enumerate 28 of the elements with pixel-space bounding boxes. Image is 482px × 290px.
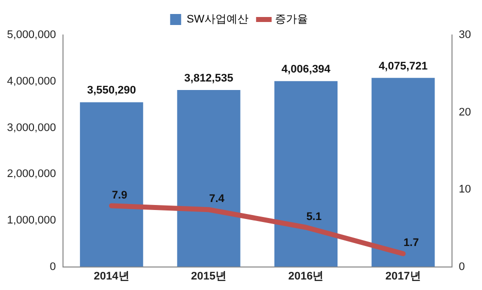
x-tick-label: 2017년 xyxy=(385,270,421,282)
x-tick-label: 2014년 xyxy=(94,270,130,282)
legend-label: SW사업예산 xyxy=(186,14,248,26)
y2-tick-label: 10 xyxy=(458,184,472,196)
y-tick-label: 4,000,000 xyxy=(7,75,56,88)
x-tick-label: 2016년 xyxy=(288,270,324,282)
bar xyxy=(177,90,240,267)
y-tick-label: 3,000,000 xyxy=(7,122,56,134)
y-tick-label: 0 xyxy=(50,260,56,273)
data-label: 4,006,394 xyxy=(281,64,332,76)
y-tick-label: 1,000,000 xyxy=(7,214,56,226)
y2-tick-label: 30 xyxy=(458,29,472,42)
bar xyxy=(80,102,144,267)
bar xyxy=(274,81,338,267)
y-tick-label: 5,000,000 xyxy=(7,29,56,42)
data-label: 1.7 xyxy=(404,237,419,250)
data-label: 3,550,290 xyxy=(87,84,136,97)
y-tick-label: 2,000,000 xyxy=(7,168,56,180)
data-label: 4,075,721 xyxy=(378,60,428,72)
y2-tick-label: 20 xyxy=(458,106,472,118)
data-label: 3,812,535 xyxy=(184,72,234,85)
data-label: 7.4 xyxy=(209,193,226,206)
data-label: 5.1 xyxy=(306,210,322,223)
y2-tick-label: 0 xyxy=(458,260,465,273)
bar xyxy=(372,78,435,267)
x-tick-label: 2015년 xyxy=(191,270,226,282)
legend-label: 증가율 xyxy=(274,14,308,26)
data-label: 7.9 xyxy=(112,189,128,202)
